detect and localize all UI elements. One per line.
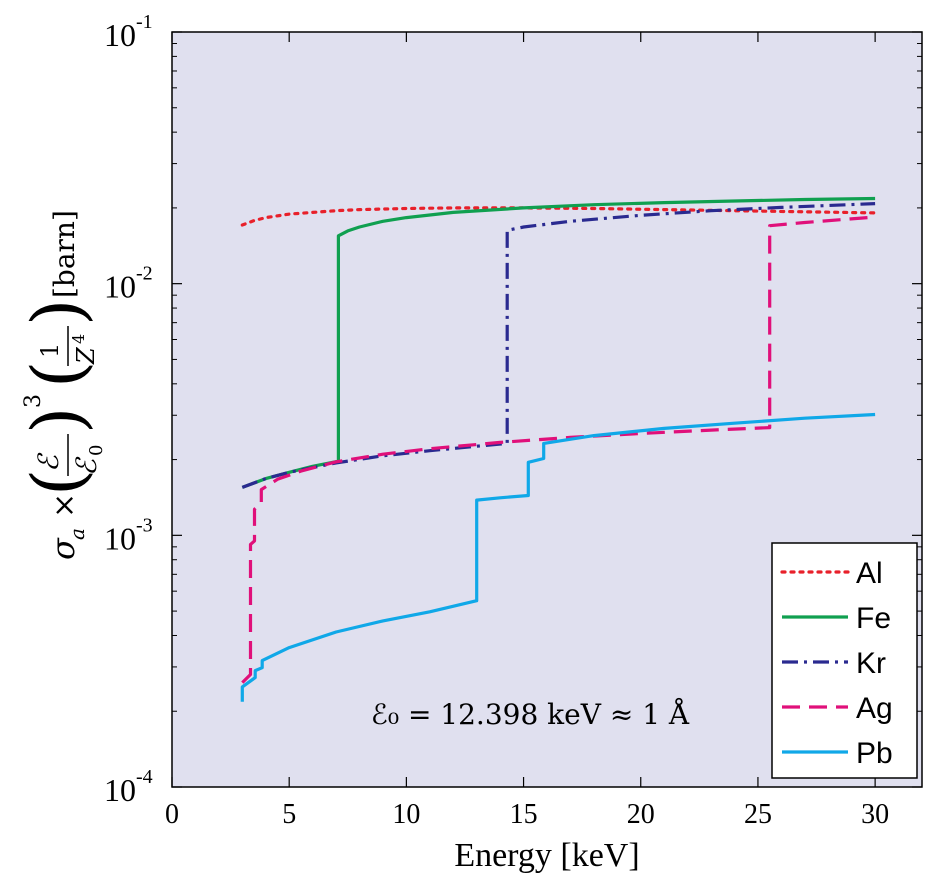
ylabel-paren-close-2: ) [17,299,99,326]
y-tick-label: 10-4 [104,766,153,808]
annotation-e0: ℰ₀ = 12.398 keV ≈ 1 Å [371,698,690,731]
x-tick-label: 10 [392,799,420,830]
ylabel-frac1-den: ℰ [70,456,103,476]
x-tick-label: 25 [744,799,772,830]
ylabel-frac2-num: 1 [36,343,64,358]
ylabel-sigma-sub: a [65,528,89,540]
x-tick-label: 20 [627,799,655,830]
legend-label-al: Al [856,557,883,590]
x-tick-label: 30 [861,799,889,830]
legend-label-ag: Ag [856,692,893,725]
legend-label-fe: Fe [856,602,891,635]
ylabel-paren-open-1: ( [17,469,99,496]
x-axis-title: Energy [keV] [454,837,639,874]
ylabel-power: 3 [21,394,46,408]
ylabel-sigma: σ [44,537,82,560]
y-tick-label: 10-3 [104,514,153,556]
y-tick-label: 10-2 [104,263,153,305]
series-group [240,196,877,702]
ylabel-frac2-den-sup: 4 [69,334,88,344]
x-tick-label: 15 [510,799,538,830]
legend: Al Fe Kr Ag Pb [771,542,918,779]
x-tick-label: 0 [165,799,179,830]
x-tick-label: 5 [282,799,296,830]
ylabel-paren-open-2: ( [17,361,99,388]
series-line-ag [241,215,876,684]
ylabel-times: × [47,493,82,518]
ylabel-unit: [barn] [48,210,81,298]
ylabel-frac2-den: Z [72,346,100,365]
y-axis-title: σ a × ( ℰ ℰ 0 ) 3 ( 1 Z 4 ) [barn] [17,210,107,560]
ylabel-frac1-num: ℰ [32,452,65,472]
legend-label-pb: Pb [856,737,893,770]
legend-label-kr: Kr [856,647,886,680]
series-line-pb [240,412,876,702]
ylabel-paren-close-1: ) [17,407,99,434]
axis-ticks: 0 5 10 15 20 25 30 10-1 10-2 10-3 10-4 [104,11,922,830]
y-tick-label: 10-1 [104,11,153,53]
ylabel-frac1-den-sub: 0 [86,445,107,456]
